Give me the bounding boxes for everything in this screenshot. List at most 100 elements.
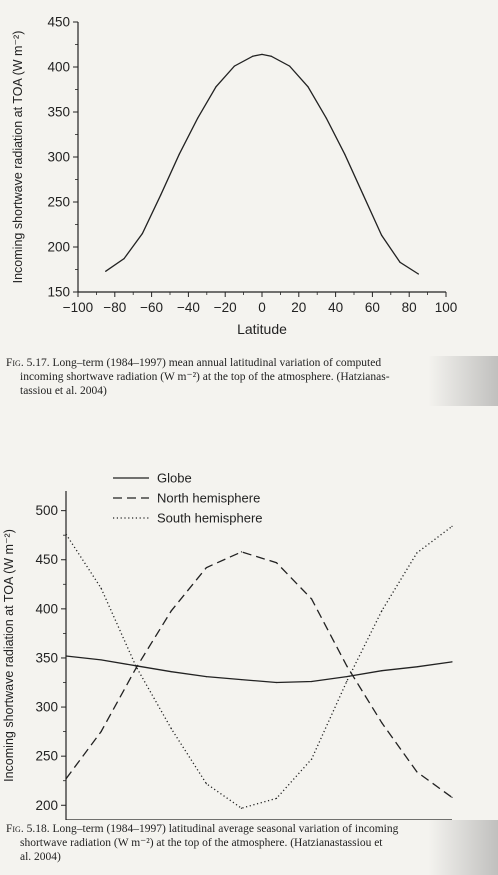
data-point-south-hemisphere [311, 758, 313, 760]
data-point-north-hemisphere [416, 771, 418, 773]
caption-line: incoming shortwave radiation (W m⁻²) at … [20, 371, 390, 383]
y-tick-label: 300 [35, 700, 58, 715]
caption-fig-number: Fig. 5.17. [6, 357, 50, 369]
data-point-north-hemisphere [275, 562, 278, 564]
data-point-globe [451, 661, 453, 663]
page-edge-shadow [428, 356, 498, 406]
x-tick-label: 0 [258, 300, 266, 315]
y-tick-label: 400 [47, 60, 70, 75]
caption-line: Long–term (1984–1997) mean annual latitu… [52, 357, 382, 369]
y-tick-label: 350 [47, 105, 70, 120]
data-point-radiation [325, 117, 327, 119]
x-tick-label: −100 [63, 300, 93, 315]
legend-label: North hemisphere [157, 491, 260, 506]
data-point-globe [416, 666, 418, 668]
data-point-radiation [123, 258, 125, 260]
data-point-south-hemisphere [240, 807, 243, 809]
figure-caption-5-18: Fig. 5.18. Long–term (1984–1997) latitud… [6, 822, 398, 864]
data-point-south-hemisphere [100, 587, 102, 589]
y-tick-label: 400 [35, 601, 58, 616]
legend-label: Globe [157, 471, 192, 486]
data-point-globe [205, 676, 207, 678]
y-tick-label: 250 [47, 195, 70, 210]
y-tick-label: 150 [47, 285, 70, 300]
data-point-globe [170, 671, 172, 673]
data-point-globe [311, 680, 313, 683]
x-tick-label: 40 [328, 300, 343, 315]
x-tick-label: 100 [435, 300, 458, 315]
data-point-radiation [344, 153, 346, 155]
data-point-radiation [362, 194, 364, 196]
data-point-globe [65, 655, 67, 657]
caption-line: shortwave radiation (W m⁻²) at the top o… [20, 837, 383, 849]
x-tick-label: −80 [103, 300, 126, 315]
x-tick-label: 20 [291, 300, 306, 315]
data-point-south-hemisphere [65, 533, 67, 535]
figure-caption-5-17: Fig. 5.17. Long–term (1984–1997) mean an… [6, 356, 390, 398]
y-axis-label: Incoming shortwave radiation at TOA (W m… [11, 31, 25, 284]
caption-line: tassiou et al. 2004) [20, 385, 107, 397]
y-tick-label: 450 [47, 15, 70, 30]
data-point-radiation [178, 153, 180, 155]
data-point-globe [275, 681, 278, 684]
data-point-radiation [270, 55, 272, 57]
data-point-south-hemisphere [275, 797, 278, 799]
data-point-north-hemisphere [100, 731, 102, 733]
data-point-radiation [233, 65, 235, 67]
data-point-south-hemisphere [135, 666, 137, 668]
data-point-radiation [417, 273, 419, 275]
data-point-radiation [197, 117, 199, 119]
data-point-radiation [399, 261, 401, 263]
data-point-north-hemisphere [381, 722, 383, 724]
data-point-globe [100, 659, 102, 661]
data-point-south-hemisphere [416, 552, 418, 554]
y-axis-label: Incoming shortwave radiation at TOA (W m… [2, 529, 16, 782]
data-point-north-hemisphere [65, 778, 67, 780]
data-point-north-hemisphere [240, 551, 243, 553]
data-point-radiation [141, 232, 143, 235]
caption-line: al. 2004) [20, 851, 61, 863]
data-point-radiation [215, 86, 217, 88]
y-tick-label: 450 [35, 552, 58, 567]
y-tick-label: 500 [35, 503, 58, 518]
data-point-south-hemisphere [451, 525, 453, 527]
data-point-north-hemisphere [346, 665, 348, 667]
caption-line: Long–term (1984–1997) latitudinal averag… [52, 823, 399, 835]
data-point-south-hemisphere [381, 610, 383, 612]
x-tick-label: −40 [177, 300, 200, 315]
x-tick-label: 80 [402, 300, 417, 315]
series-line-globe [65, 655, 453, 684]
data-point-north-hemisphere [451, 796, 453, 799]
y-tick-label: 300 [47, 150, 70, 165]
x-axis-label: Latitude [237, 321, 287, 337]
data-point-radiation [252, 55, 254, 57]
data-point-north-hemisphere [311, 598, 313, 600]
chart-latitudinal-variation: 150 200 250 300 350 400 450 −100 −80 −60 −40 −20 0 20… [11, 15, 458, 338]
page-edge-shadow [428, 820, 498, 875]
data-point-radiation [289, 65, 291, 67]
data-point-radiation [261, 53, 263, 56]
y-tick-label: 250 [35, 749, 58, 764]
caption-fig-number: Fig. 5.18. [6, 823, 50, 835]
data-point-south-hemisphere [205, 783, 207, 785]
data-point-globe [381, 670, 383, 672]
data-point-north-hemisphere [205, 567, 207, 569]
data-point-radiation [381, 234, 383, 236]
data-point-south-hemisphere [346, 680, 348, 683]
y-tick-label: 200 [47, 240, 70, 255]
series-line-north-hemisphere [65, 551, 453, 798]
data-point-radiation [105, 270, 107, 272]
y-tick-label: 200 [35, 798, 58, 813]
chart-seasonal-variation: 200250300350400450500123456789101112Mont… [2, 471, 453, 820]
x-tick-label: −20 [214, 300, 237, 315]
data-point-radiation [307, 86, 309, 88]
legend-label: South hemisphere [157, 511, 263, 526]
y-tick-label: 350 [35, 650, 58, 665]
data-point-north-hemisphere [170, 610, 172, 612]
data-point-globe [346, 676, 348, 678]
series-line-radiation [105, 53, 419, 275]
data-point-radiation [160, 194, 162, 196]
x-tick-label: 60 [365, 300, 380, 315]
data-point-south-hemisphere [170, 728, 172, 730]
